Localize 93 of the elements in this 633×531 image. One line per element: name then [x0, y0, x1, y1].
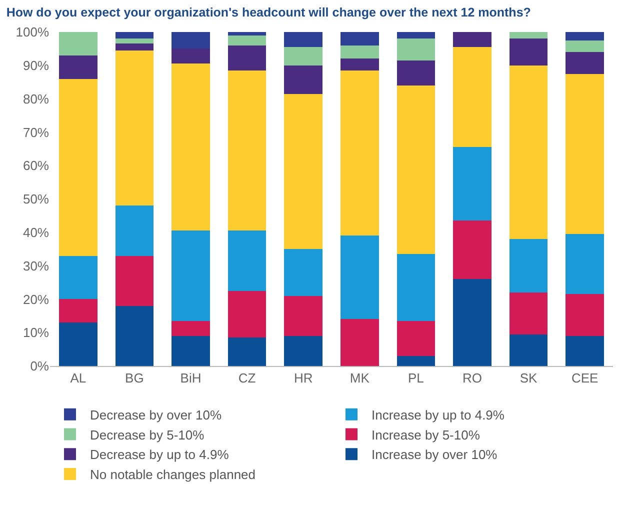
y-tick-label: 30% [22, 258, 50, 274]
bar [115, 32, 154, 39]
bar [340, 236, 379, 320]
bar [228, 45, 266, 70]
bar [172, 32, 210, 49]
bar [396, 32, 436, 39]
bar [340, 70, 379, 236]
bar [509, 334, 548, 366]
bar [172, 320, 210, 336]
bar [228, 230, 266, 291]
chart-title: How do you expect your organization's headcount will change over the next 12 months? [6, 6, 531, 20]
y-tick-label: 10% [22, 325, 50, 340]
bar [284, 32, 322, 48]
bar [566, 336, 604, 366]
bar [115, 44, 154, 50]
x-tick-label: MK [350, 370, 370, 386]
bar [172, 336, 210, 366]
legend-label: Increase by over 10% [372, 447, 498, 462]
bar [509, 38, 548, 66]
y-tick-label: 40% [22, 224, 50, 240]
y-tick-label: 0% [30, 358, 50, 374]
bar [566, 74, 604, 234]
bar [284, 249, 322, 296]
bar [228, 290, 266, 338]
bar [396, 85, 436, 254]
bar [59, 256, 98, 300]
legend-label: No notable changes planned [90, 467, 256, 482]
bar [115, 38, 154, 44]
legend-label: Decrease by 5-10% [90, 427, 205, 442]
x-tick-label: CZ [238, 370, 256, 386]
bar [396, 60, 436, 86]
bar [115, 256, 154, 306]
bar [509, 239, 548, 293]
x-tick-label: BiH [180, 370, 202, 386]
bar [340, 32, 379, 46]
bar [566, 52, 604, 74]
bar [228, 35, 266, 46]
bar [284, 336, 322, 366]
x-tick-label: CEE [571, 370, 599, 386]
bar [284, 47, 322, 66]
bar [340, 45, 379, 59]
y-tick-label: 80% [22, 91, 50, 106]
bar [566, 234, 604, 294]
bar [340, 58, 379, 70]
bar [115, 50, 154, 206]
x-tick-label: PL [408, 370, 424, 386]
bar [509, 32, 548, 39]
legend-label: Increase by up to 4.9% [372, 407, 505, 422]
legend-label: Decrease by over 10% [90, 407, 222, 422]
bar [172, 48, 210, 64]
bar [566, 40, 604, 52]
bar [59, 299, 98, 323]
bar [228, 338, 266, 366]
x-tick-label: AL [70, 370, 86, 386]
bar [284, 65, 322, 94]
bar [566, 32, 604, 40]
y-tick-label: 20% [22, 292, 50, 307]
bar [115, 206, 154, 256]
bar [59, 322, 98, 366]
bar [453, 147, 492, 221]
bar [59, 78, 98, 256]
bar [453, 32, 492, 48]
bar [172, 64, 210, 231]
bar [509, 292, 548, 334]
bar [172, 230, 210, 321]
bar [59, 32, 98, 56]
x-tick-label: BG [125, 370, 144, 386]
bar [396, 356, 436, 366]
legend-label: Increase by 5-10% [372, 427, 480, 442]
bar [566, 294, 604, 336]
bar [228, 70, 266, 231]
bar [115, 306, 154, 366]
bar [284, 94, 322, 250]
x-tick-label: HR [294, 370, 313, 386]
bar [453, 279, 492, 366]
bar [284, 296, 322, 336]
x-tick-label: RO [462, 370, 482, 386]
bar [340, 319, 379, 366]
bar [396, 254, 436, 321]
bar [453, 220, 492, 280]
y-tick-label: 50% [22, 192, 50, 207]
x-tick-label: SK [520, 370, 538, 386]
legend-label: Decrease by up to 4.9% [90, 447, 230, 462]
bar [453, 47, 492, 148]
bar [396, 38, 436, 60]
y-tick-label: 70% [22, 124, 50, 140]
y-tick-label: 60% [22, 158, 50, 174]
bar [228, 32, 266, 36]
bar [396, 320, 436, 356]
y-tick-label: 90% [22, 58, 50, 73]
bar [509, 65, 548, 240]
y-tick-label: 100% [16, 24, 50, 40]
bar [59, 55, 98, 79]
